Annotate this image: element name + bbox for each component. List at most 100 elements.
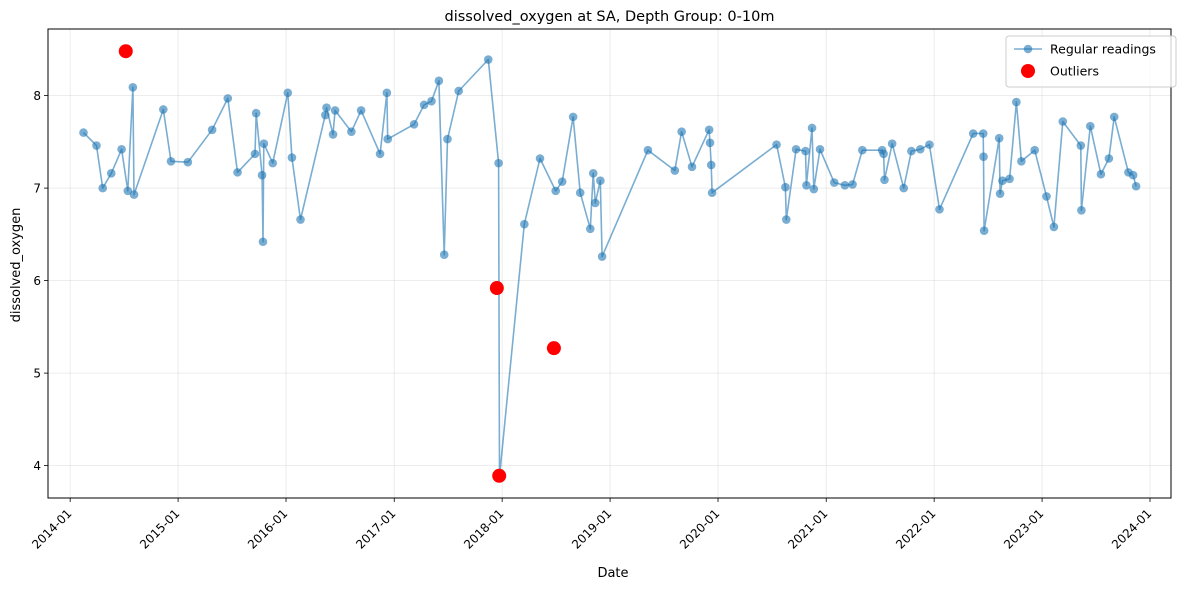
regular-reading-point [1109, 112, 1119, 122]
regular-reading-point [858, 145, 867, 155]
regular-reading-point [815, 144, 825, 154]
regular-reading-point [1076, 141, 1086, 150]
y-tick-label: 6 [33, 274, 41, 288]
y-axis: 4 5 6 7 8 [33, 89, 48, 473]
regular-reading-point [829, 178, 839, 187]
y-tick-label: 5 [33, 367, 41, 381]
regular-reading-point [117, 144, 126, 154]
regular-reading-point [375, 149, 385, 159]
regular-reading-point [287, 153, 297, 162]
legend-box [1005, 35, 1177, 88]
regular-reading-point [322, 103, 331, 112]
regular-reading-point [840, 181, 850, 190]
y-tick-label: 4 [33, 459, 41, 473]
regular-reading-point [443, 134, 452, 144]
regular-reading-point [494, 158, 503, 168]
regular-reading-point [439, 250, 449, 260]
regular-reading-point [257, 170, 267, 180]
regular-reading-point [994, 133, 1004, 143]
regular-reading-point [419, 100, 429, 110]
regular-reading-point [1085, 121, 1095, 131]
regular-reading-point [925, 140, 934, 149]
regular-reading-point [1012, 97, 1021, 107]
regular-reading-point [183, 157, 193, 167]
regular-reading-point [585, 224, 595, 234]
regular-reading-point [791, 144, 801, 154]
regular-reading-point [1005, 174, 1014, 184]
regular-reading-point [782, 215, 791, 224]
y-tick-label: 8 [33, 89, 41, 103]
regular-reading-point [251, 108, 261, 118]
series-regular-readings [79, 55, 1141, 482]
y-axis-label: dissolved_oxygen [9, 208, 24, 323]
regular-reading-point [772, 140, 781, 149]
regular-reading-point [1096, 169, 1106, 179]
regular-reading-point [483, 55, 493, 64]
regular-reading-point [597, 252, 607, 261]
regular-reading-point [880, 175, 889, 185]
regular-reading-point [802, 181, 811, 190]
regular-reading-point [129, 190, 139, 199]
legend-outlier-label: Outliers [1050, 64, 1099, 79]
regular-reading-point [382, 88, 392, 98]
regular-reading-point [998, 176, 1007, 186]
regular-reading-point [296, 215, 305, 224]
regular-reading-point [979, 152, 988, 161]
regular-reading-point [79, 128, 88, 137]
outlier-point [118, 44, 133, 59]
regular-reading-point [596, 176, 605, 186]
regular-reading-point [321, 110, 330, 120]
regular-reading-point [92, 141, 101, 150]
regular-reading-point [409, 119, 419, 129]
regular-reading-point [1049, 222, 1059, 232]
regular-reading-point [454, 86, 464, 96]
regular-reading-point [915, 144, 925, 154]
regular-reading-point [520, 219, 529, 229]
regular-reading-point [1030, 145, 1039, 155]
regular-reading-point [106, 169, 116, 178]
regular-reading-point [781, 182, 790, 192]
regular-reading-point [979, 226, 989, 235]
regular-reading-point [1042, 192, 1051, 201]
regular-reading-point [687, 162, 697, 172]
regular-reading-point [1058, 117, 1068, 126]
regular-reading-point [551, 186, 560, 196]
regular-reading-point [1131, 181, 1141, 191]
regular-reading-point [557, 177, 567, 186]
regular-reading-point [588, 169, 598, 178]
regular-reading-point [347, 127, 356, 136]
regular-reading-point [907, 146, 916, 156]
regular-reading-point [643, 145, 653, 155]
regular-reading-point [706, 160, 716, 170]
series-outliers [118, 44, 561, 483]
regular-reading-point [670, 166, 680, 175]
outlier-point [492, 468, 507, 483]
legend: Regular readings Outliers [1005, 35, 1177, 88]
regular-reading-point [807, 123, 817, 133]
regular-reading-point [250, 149, 260, 159]
regular-reading-point [968, 129, 978, 138]
regular-reading-point [356, 106, 366, 115]
outlier-point [546, 341, 561, 356]
regular-reading-point [899, 183, 909, 193]
regular-reading-point [1077, 206, 1086, 215]
regular-reading-point [268, 158, 278, 168]
chart-title: dissolved_oxygen at SA, Depth Group: 0-1… [445, 9, 775, 25]
legend-regular-label: Regular readings [1050, 42, 1156, 57]
regular-reading-point [1104, 154, 1114, 163]
regular-reading-point [258, 237, 268, 247]
regular-reading-point [223, 94, 233, 103]
legend-regular-marker [1023, 44, 1033, 54]
legend-outlier-marker [1021, 64, 1035, 78]
regular-reading-point [568, 112, 578, 122]
regular-reading-point [705, 138, 715, 148]
regular-reading-point [283, 88, 293, 98]
regular-reading-point [383, 134, 393, 144]
regular-reading-point [1017, 156, 1026, 166]
regular-reading-point [935, 205, 944, 214]
regular-reading-point [427, 96, 436, 106]
regular-reading-point [434, 76, 444, 86]
regular-reading-point [166, 156, 176, 166]
